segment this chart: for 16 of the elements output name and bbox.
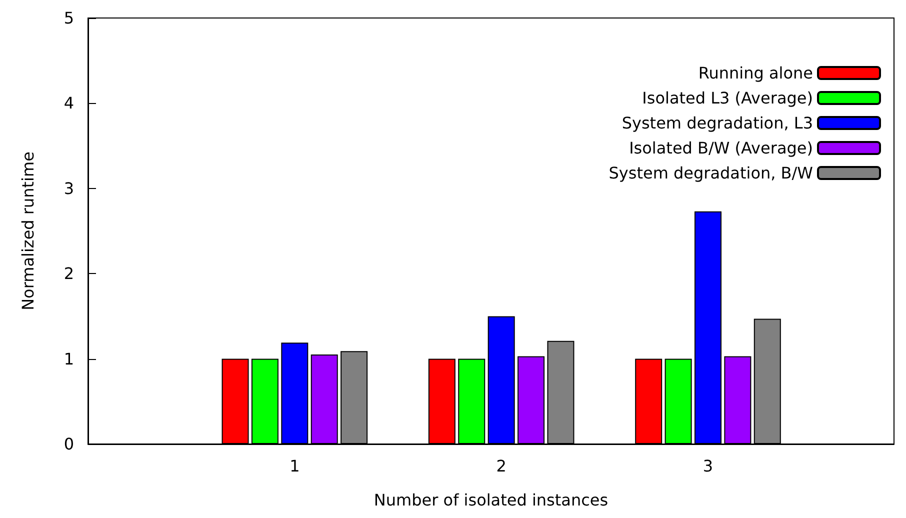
y-tick-label: 5 — [64, 8, 74, 28]
legend-label: System degradation, B/W — [608, 164, 814, 182]
legend-label: Isolated B/W (Average) — [629, 138, 813, 158]
y-tick-label: 2 — [64, 264, 74, 284]
y-tick-label: 4 — [64, 94, 74, 113]
legend-label: Isolated L3 (Average) — [642, 88, 813, 108]
x-tick-label: 2 — [496, 456, 506, 476]
legend-label: Running alone — [698, 64, 813, 82]
y-axis-title: Normalized runtime — [18, 152, 38, 310]
y-tick-label: 1 — [64, 349, 74, 368]
x-axis-title: Number of isolated instances — [374, 490, 608, 510]
x-tick-label: 3 — [702, 456, 714, 476]
y-tick-label: 3 — [64, 178, 74, 198]
x-tick-label: 1 — [290, 456, 300, 476]
y-tick-label: 0 — [64, 434, 74, 454]
legend-label: System degradation, L3 — [622, 114, 813, 132]
